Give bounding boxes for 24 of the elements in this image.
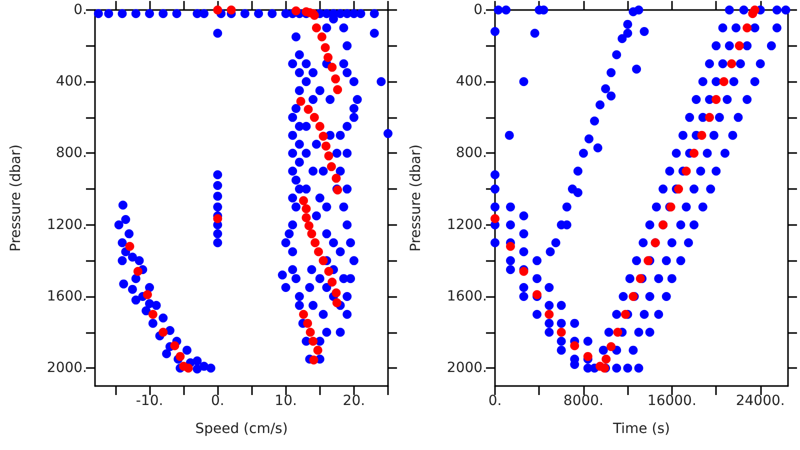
x-axis-title: Speed (cm/s) — [195, 421, 288, 437]
x-tick-label: 0. — [488, 393, 502, 409]
y-tick-label: 800. — [456, 145, 487, 162]
y-tick-label: 1600. — [46, 288, 87, 304]
y-tick-label: 0. — [474, 2, 487, 18]
y-tick-label: 1600. — [446, 288, 487, 304]
x-tick-label: 24000. — [736, 393, 785, 409]
x-tick-label: 10. — [274, 393, 297, 409]
y-tick-label: 400. — [456, 74, 487, 90]
x-tick-label: 0. — [210, 393, 224, 409]
x-axis-title: Time (s) — [612, 421, 670, 437]
y-tick-label: 1200. — [46, 216, 87, 233]
x-tick-label: 16000. — [647, 393, 696, 409]
x-tick-label: 20. — [342, 393, 366, 409]
y-axis-title: Pressure (dbar) — [8, 144, 24, 252]
y-tick-label: 2000. — [446, 360, 487, 376]
x-tick-label: -10. — [136, 393, 164, 409]
y-tick-label: 800. — [56, 145, 87, 162]
y-tick-label: 0. — [74, 2, 87, 18]
y-tick-label: 400. — [56, 74, 87, 90]
x-tick-label: 8000. — [563, 393, 604, 409]
y-tick-label: 2000. — [46, 360, 87, 376]
y-tick-label: 1200. — [446, 216, 487, 233]
y-axis-title: Pressure (dbar) — [408, 144, 424, 252]
